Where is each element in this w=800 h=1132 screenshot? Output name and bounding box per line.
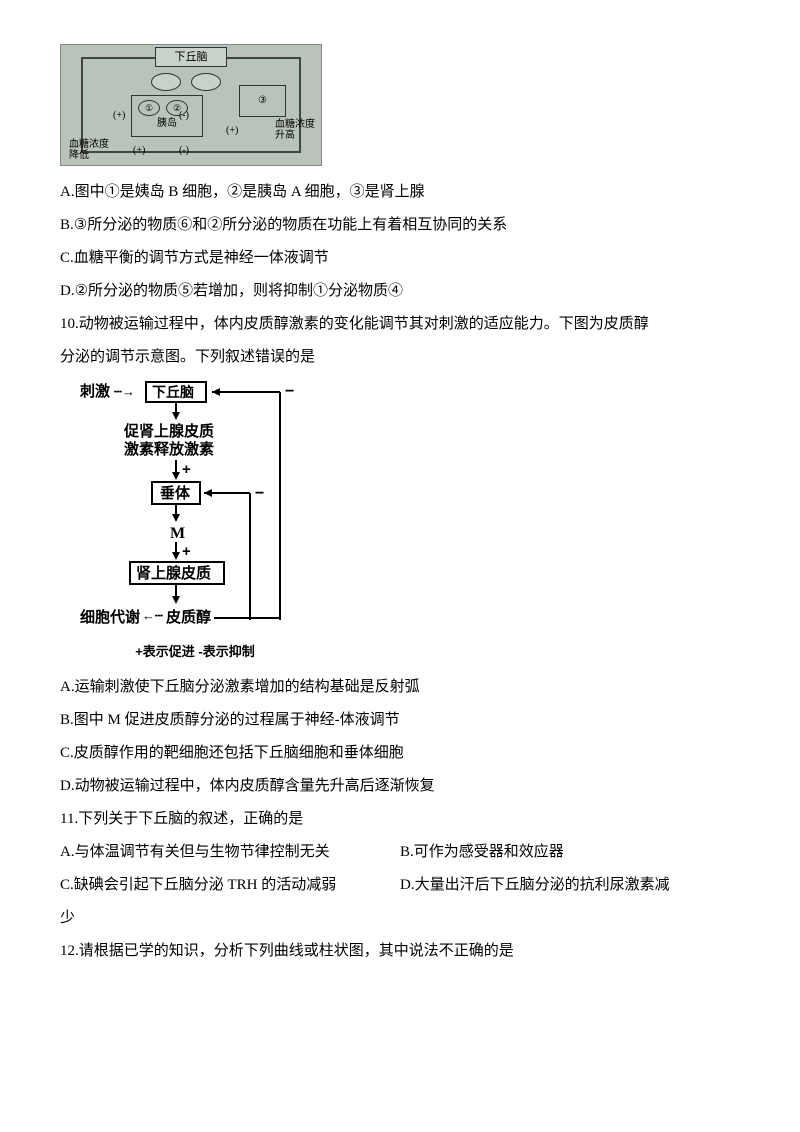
q11-option-d-cont: 少 xyxy=(60,902,740,935)
q11-option-c: C.缺碘会引起下丘脑分泌 TRH 的活动减弱 xyxy=(60,869,400,902)
fig1-oval-2 xyxy=(191,73,221,91)
q9-option-c: C.血糖平衡的调节方式是神经一体液调节 xyxy=(60,242,740,275)
svg-text:+: + xyxy=(182,543,191,560)
fig2-hypo: 下丘脑 xyxy=(152,384,194,401)
fig1-right-caption: 血糖浓度升高 xyxy=(275,119,315,141)
q11-option-a: A.与体温调节有关但与生物节律控制无关 xyxy=(60,836,400,869)
q10-option-b: B.图中 M 促进皮质醇分泌的过程属于神经-体液调节 xyxy=(60,704,740,737)
q10-option-c: C.皮质醇作用的靶细胞还包括下丘脑细胞和垂体细胞 xyxy=(60,737,740,770)
svg-text:激素释放激素: 激素释放激素 xyxy=(124,440,214,458)
svg-text:垂体: 垂体 xyxy=(160,484,191,502)
fig1-left-caption: 血糖浓度降低 xyxy=(69,139,109,161)
fig1-sign: (+) xyxy=(113,105,125,127)
svg-text:+: + xyxy=(182,461,191,478)
fig1-sign: (-) xyxy=(179,105,189,127)
svg-text:−: − xyxy=(285,383,294,400)
q10-figure: 下丘脑 --> 刺激 ┄→ 下丘脑 − 促肾上腺皮质 激素释放激素 + 垂体 xyxy=(60,380,740,661)
fig1-hypothalamus-box: 下丘脑 xyxy=(155,47,227,67)
svg-text:皮质醇: 皮质醇 xyxy=(166,608,211,626)
fig1-sign: (-) xyxy=(179,140,189,162)
fig1-islet-cluster: ① ② 胰岛 xyxy=(131,95,203,137)
q9-option-d: D.②所分泌的物质⑤若增加，则将抑制①分泌物质④ xyxy=(60,275,740,308)
fig1-sign: (+) xyxy=(226,120,238,142)
fig1-right-box: ③ xyxy=(239,85,286,117)
svg-text:肾上腺皮质: 肾上腺皮质 xyxy=(136,564,211,582)
q10-option-d: D.动物被运输过程中，体内皮质醇含量先升高后逐渐恢复 xyxy=(60,770,740,803)
svg-text:−: − xyxy=(255,485,264,502)
fig1-container: 下丘脑 ① ② 胰岛 ③ 血糖浓度降低 血糖浓度升高 (+) (+) (-) (… xyxy=(60,44,322,166)
fig1-oval-1 xyxy=(151,73,181,91)
q9-figure: 下丘脑 ① ② 胰岛 ③ 血糖浓度降低 血糖浓度升高 (+) (+) (-) (… xyxy=(60,44,740,166)
q10-stem-line1: 10.动物被运输过程中，体内皮质醇激素的变化能调节其对刺激的适应能力。下图为皮质… xyxy=(60,308,740,341)
q12-stem: 12.请根据已学的知识，分析下列曲线或柱状图，其中说法不正确的是 xyxy=(60,935,740,968)
fig1-sign: (+) xyxy=(133,140,145,162)
q11-option-b: B.可作为感受器和效应器 xyxy=(400,836,740,869)
svg-text:┄→: ┄→ xyxy=(114,384,135,399)
svg-text:刺激: 刺激 xyxy=(80,382,111,400)
q10-option-a: A.运输刺激使下丘脑分泌激素增加的结构基础是反射弧 xyxy=(60,671,740,704)
svg-text:促肾上腺皮质: 促肾上腺皮质 xyxy=(123,422,214,440)
q9-option-a: A.图中①是姨岛 B 细胞，②是胰岛 A 细胞，③是肾上腺 xyxy=(60,176,740,209)
fig2-legend: +表示促进 -表示抑制 xyxy=(80,644,310,661)
svg-text:M: M xyxy=(170,525,185,542)
svg-text:细胞代谢: 细胞代谢 xyxy=(80,608,140,626)
q10-stem-line2: 分泌的调节示意图。下列叙述错误的是 xyxy=(60,341,740,374)
q9-option-b: B.③所分泌的物质⑥和②所分泌的物质在功能上有着相互协同的关系 xyxy=(60,209,740,242)
fig1-islet-label: 胰岛 xyxy=(132,113,202,135)
q11-stem: 11.下列关于下丘脑的叙述，正确的是 xyxy=(60,803,740,836)
fig2-svg: 下丘脑 --> 刺激 ┄→ 下丘脑 − 促肾上腺皮质 激素释放激素 + 垂体 xyxy=(80,380,310,640)
svg-text:←┄: ←┄ xyxy=(142,608,163,623)
q11-option-d: D.大量出汗后下丘脑分泌的抗利尿激素减 xyxy=(400,869,740,902)
